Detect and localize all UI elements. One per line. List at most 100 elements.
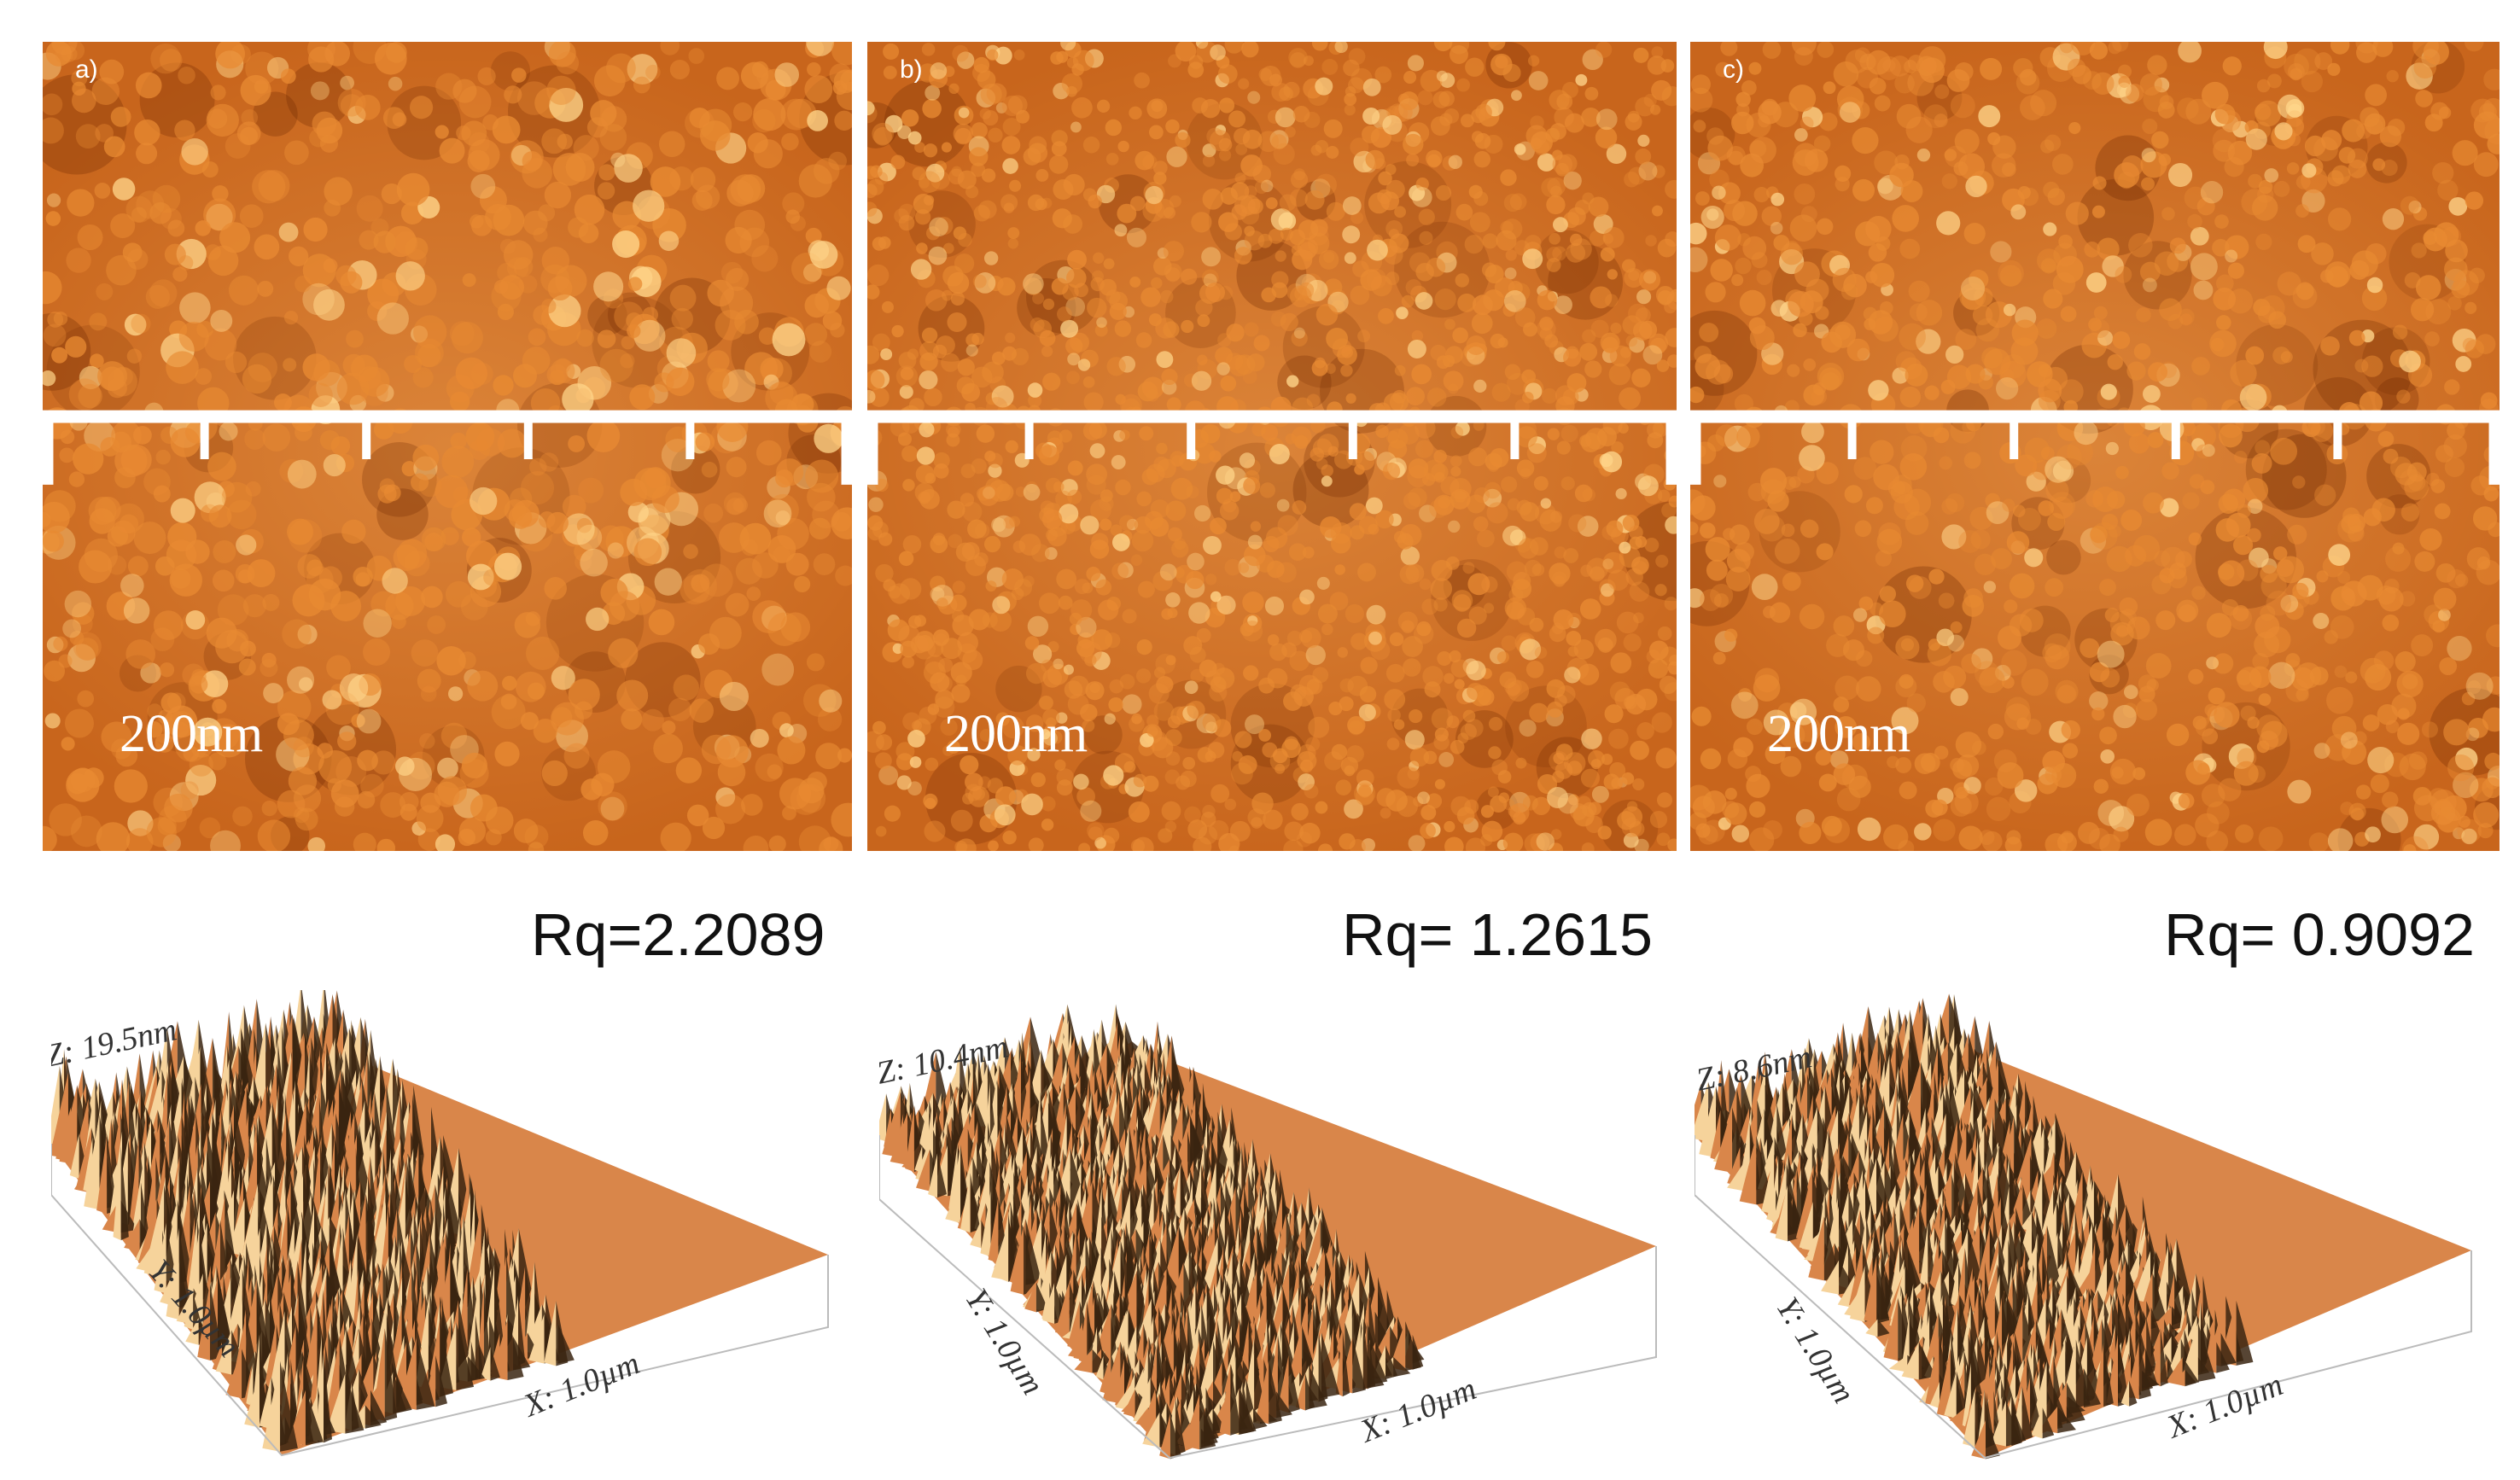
afm-grain xyxy=(907,131,922,145)
afm-grain xyxy=(2447,636,2472,661)
afm-grain xyxy=(1290,684,1307,701)
afm-grain xyxy=(520,470,555,505)
afm-grain xyxy=(1062,283,1079,301)
afm-grain xyxy=(1169,195,1181,207)
afm-grain xyxy=(288,766,318,795)
afm-grain xyxy=(2486,676,2500,695)
afm-grain xyxy=(1954,790,1979,815)
afm-grain xyxy=(1067,353,1081,366)
afm-grain xyxy=(1731,274,1744,287)
afm-grain xyxy=(1450,739,1465,755)
afm-grain xyxy=(1260,179,1274,193)
afm-grain xyxy=(1554,295,1572,314)
afm-grain xyxy=(1645,235,1657,247)
afm-grain xyxy=(2126,361,2146,381)
afm-grain xyxy=(1370,640,1391,661)
afm-grain xyxy=(441,446,475,478)
afm-grain xyxy=(1407,767,1420,780)
afm-grain xyxy=(2423,42,2449,65)
afm-grain xyxy=(2348,329,2365,347)
afm-grain xyxy=(2443,719,2470,746)
afm-grain xyxy=(458,828,476,847)
afm-grain xyxy=(181,138,208,166)
afm-grain xyxy=(751,245,779,272)
afm-grain xyxy=(1183,636,1203,656)
afm-grain xyxy=(1267,634,1280,646)
afm-grain xyxy=(1445,556,1460,570)
afm-grain xyxy=(1438,90,1455,107)
afm-grain xyxy=(1956,754,1980,778)
afm-grain xyxy=(1184,806,1201,824)
afm-grain xyxy=(1187,700,1205,720)
afm-grain xyxy=(1655,748,1677,769)
afm-grain xyxy=(1339,833,1356,850)
afm-grain xyxy=(2447,568,2466,589)
afm-grain xyxy=(985,580,997,592)
afm-grain xyxy=(1385,164,1397,175)
afm-grain xyxy=(2415,90,2433,108)
afm-grain xyxy=(195,220,211,236)
afm-grain xyxy=(1633,321,1653,341)
afm-grain xyxy=(1340,364,1353,377)
afm-grain xyxy=(239,204,264,228)
afm-grain xyxy=(913,637,936,660)
afm-grain xyxy=(1080,703,1098,722)
afm-grain xyxy=(1243,665,1259,681)
afm-grain xyxy=(221,481,253,513)
afm-grain xyxy=(1134,72,1150,89)
afm-grain xyxy=(1606,520,1624,538)
afm-grain xyxy=(2468,717,2488,738)
afm-grain xyxy=(1974,553,1997,575)
afm-grain xyxy=(306,559,324,577)
afm-grain xyxy=(1751,252,1768,269)
afm-grain xyxy=(2473,801,2500,828)
afm-grain xyxy=(1082,421,1103,440)
afm-grain xyxy=(319,429,341,451)
afm-grain xyxy=(195,368,213,385)
afm-grain xyxy=(2256,79,2271,93)
afm-grain xyxy=(2340,801,2354,815)
afm-grain xyxy=(1867,626,1885,644)
afm-grain xyxy=(1899,238,1921,259)
afm-grain xyxy=(376,838,396,851)
afm-grain xyxy=(1480,805,1494,819)
afm-grain xyxy=(123,597,150,624)
afm-grain xyxy=(658,230,680,252)
afm-grain xyxy=(1652,205,1663,217)
afm-grain xyxy=(1118,356,1136,373)
afm-grain xyxy=(2328,207,2352,231)
afm-grain xyxy=(1918,46,1946,73)
afm-grain xyxy=(1497,770,1512,784)
afm-grain xyxy=(1568,514,1587,533)
afm-grain xyxy=(2461,691,2476,706)
afm-grain xyxy=(1210,676,1227,693)
afm-grain xyxy=(1209,450,1222,463)
afm-grain xyxy=(1636,289,1652,305)
afm-grain xyxy=(1331,743,1348,760)
afm-grain xyxy=(2107,490,2126,510)
afm-grain xyxy=(1193,504,1211,522)
afm-grain xyxy=(1962,595,1985,617)
afm-grain xyxy=(767,612,802,647)
afm-grain xyxy=(1228,110,1246,128)
afm-grain xyxy=(2192,715,2207,730)
afm-grain xyxy=(1003,202,1015,213)
afm-grain xyxy=(1259,482,1275,498)
afm-grain xyxy=(746,586,761,601)
afm-grain xyxy=(385,42,407,63)
afm-grain xyxy=(217,594,249,626)
afm-grain xyxy=(1457,293,1477,312)
afm-grain xyxy=(1961,653,1981,674)
afm-grain xyxy=(922,98,942,119)
afm-grain xyxy=(2272,347,2291,364)
afm-grain xyxy=(1788,290,1814,318)
afm-grain xyxy=(1355,787,1374,806)
afm-grain xyxy=(1058,595,1073,610)
afm-grain xyxy=(1549,90,1570,111)
afm-grain xyxy=(2215,518,2240,542)
afm-grain xyxy=(1175,775,1191,790)
afm-grain xyxy=(987,452,1003,469)
afm-grain xyxy=(1024,636,1040,650)
afm-grain xyxy=(178,321,209,353)
afm-grain xyxy=(388,76,403,91)
